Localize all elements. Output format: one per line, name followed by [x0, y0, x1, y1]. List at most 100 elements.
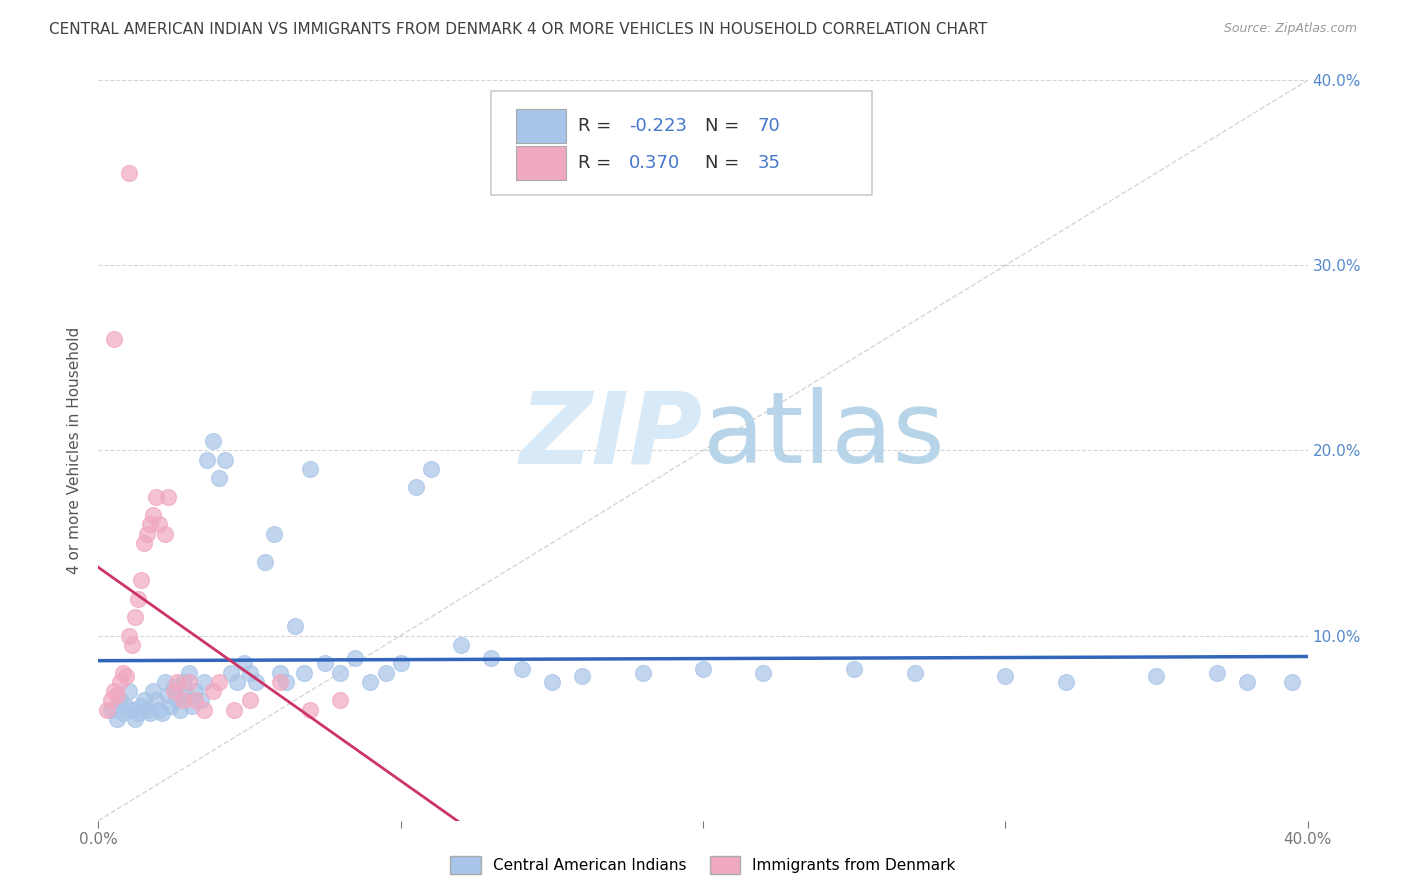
Point — [103, 684, 125, 698]
Point — [221, 665, 243, 680]
Point — [139, 706, 162, 721]
Point — [129, 698, 152, 713]
Point — [148, 517, 170, 532]
Point — [132, 536, 155, 550]
Point — [148, 703, 170, 717]
Text: 35: 35 — [758, 154, 780, 172]
Text: N =: N = — [706, 117, 745, 136]
Point — [292, 665, 315, 680]
Point — [263, 526, 285, 541]
Point — [208, 471, 231, 485]
Point — [253, 554, 276, 569]
Text: N =: N = — [706, 154, 745, 172]
Point — [450, 638, 472, 652]
Point — [118, 684, 141, 698]
Point — [132, 693, 155, 707]
Point — [145, 693, 167, 707]
Point — [510, 662, 533, 676]
Point — [108, 674, 131, 689]
Point — [374, 665, 396, 680]
Point — [179, 665, 201, 680]
Point — [1236, 674, 1258, 689]
Point — [190, 693, 212, 707]
Point — [1144, 669, 1167, 683]
Point — [299, 462, 322, 476]
Point — [1206, 665, 1229, 680]
Point — [166, 674, 188, 689]
Point — [118, 628, 141, 642]
Point — [124, 712, 146, 726]
Point — [111, 706, 134, 721]
Text: 70: 70 — [758, 117, 780, 136]
Point — [184, 684, 207, 698]
Text: R =: R = — [578, 154, 623, 172]
Point — [105, 688, 128, 702]
Point — [284, 619, 307, 633]
Point — [752, 665, 775, 680]
Point — [329, 665, 352, 680]
Point — [103, 332, 125, 346]
FancyBboxPatch shape — [516, 109, 567, 144]
Point — [1054, 674, 1077, 689]
Point — [692, 662, 714, 676]
Point — [994, 669, 1017, 683]
Point — [195, 452, 218, 467]
Point — [156, 688, 179, 702]
Point — [127, 591, 149, 606]
Point — [193, 674, 215, 689]
Point — [150, 706, 173, 721]
Point — [100, 693, 122, 707]
Point — [360, 674, 382, 689]
Point — [232, 657, 254, 671]
Point — [269, 665, 291, 680]
Point — [127, 706, 149, 721]
Point — [314, 657, 336, 671]
Point — [181, 698, 204, 713]
Legend: Central American Indians, Immigrants from Denmark: Central American Indians, Immigrants fro… — [444, 850, 962, 880]
Point — [844, 662, 866, 676]
Point — [121, 703, 143, 717]
Point — [166, 693, 188, 707]
Point — [163, 684, 186, 698]
FancyBboxPatch shape — [516, 146, 567, 180]
Text: CENTRAL AMERICAN INDIAN VS IMMIGRANTS FROM DENMARK 4 OR MORE VEHICLES IN HOUSEHO: CENTRAL AMERICAN INDIAN VS IMMIGRANTS FR… — [49, 22, 987, 37]
Text: R =: R = — [578, 117, 617, 136]
Point — [142, 508, 165, 523]
Point — [202, 434, 225, 449]
Point — [111, 665, 134, 680]
Point — [145, 490, 167, 504]
Point — [114, 669, 136, 683]
Point — [329, 693, 352, 707]
Point — [299, 703, 322, 717]
Point — [193, 703, 215, 717]
Text: Source: ZipAtlas.com: Source: ZipAtlas.com — [1223, 22, 1357, 36]
Point — [139, 517, 162, 532]
Point — [163, 681, 186, 695]
Point — [274, 674, 297, 689]
Point — [118, 166, 141, 180]
Point — [156, 490, 179, 504]
Point — [214, 452, 236, 467]
Point — [269, 674, 291, 689]
Point — [105, 712, 128, 726]
Text: ZIP: ZIP — [520, 387, 703, 484]
Point — [405, 481, 427, 495]
Point — [239, 665, 262, 680]
Point — [135, 526, 157, 541]
FancyBboxPatch shape — [492, 91, 872, 195]
Point — [153, 526, 176, 541]
Point — [224, 703, 246, 717]
Point — [226, 674, 249, 689]
Point — [142, 684, 165, 698]
Point — [571, 669, 593, 683]
Text: atlas: atlas — [703, 387, 945, 484]
Point — [184, 693, 207, 707]
Point — [169, 703, 191, 717]
Point — [344, 650, 367, 665]
Point — [114, 698, 136, 713]
Point — [208, 674, 231, 689]
Point — [904, 665, 927, 680]
Y-axis label: 4 or more Vehicles in Household: 4 or more Vehicles in Household — [67, 326, 83, 574]
Point — [202, 684, 225, 698]
Point — [1281, 674, 1303, 689]
